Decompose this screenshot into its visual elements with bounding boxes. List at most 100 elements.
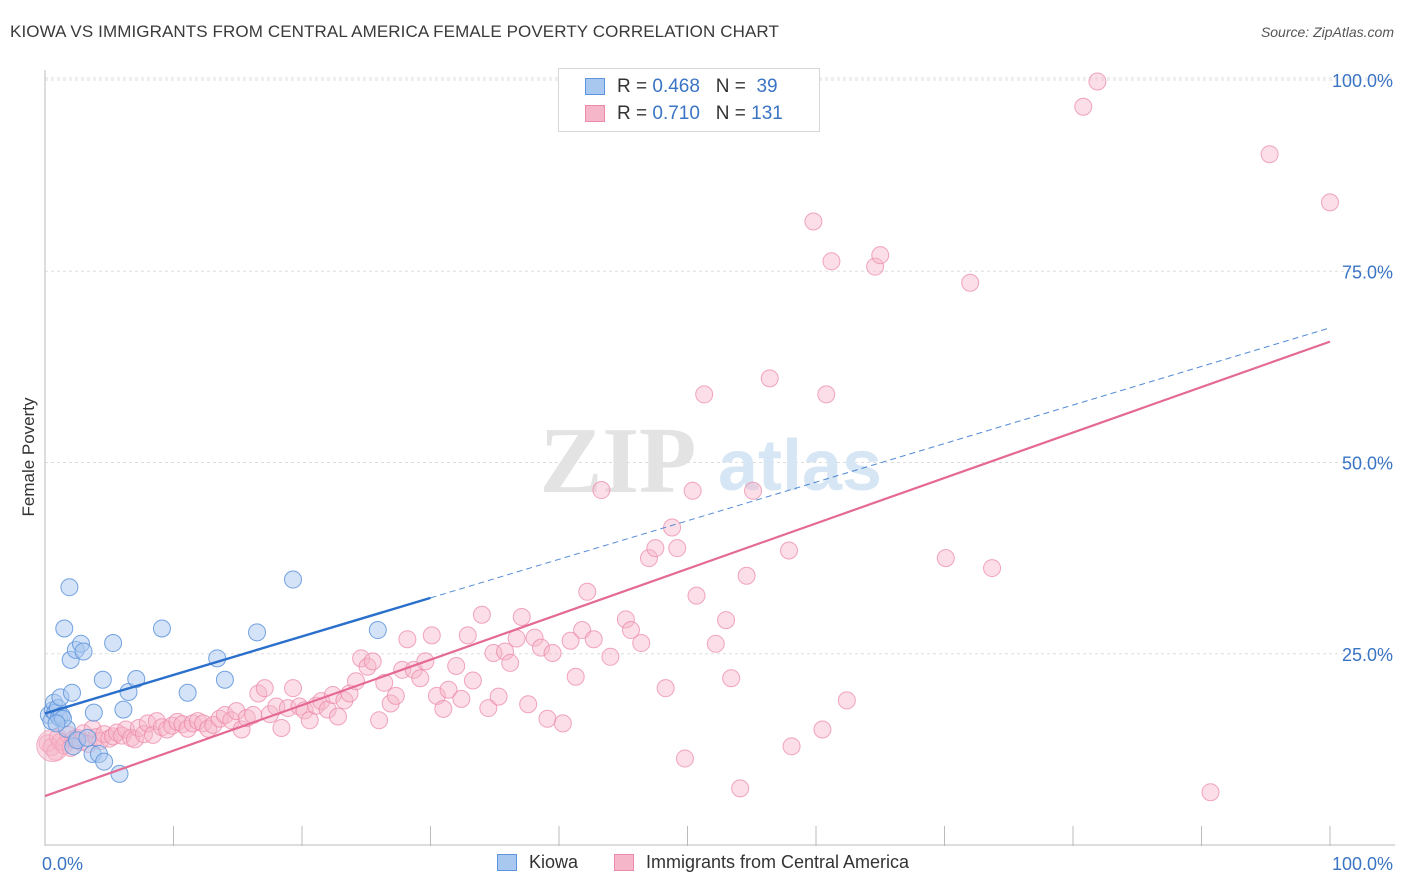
data-point-immigrants [584, 630, 603, 649]
data-point-immigrants [116, 720, 135, 739]
data-point-immigrants [328, 707, 347, 726]
data-point-kiowa [178, 683, 197, 702]
data-point-immigrants [780, 541, 799, 560]
y-tick-label: 50.0% [1342, 454, 1393, 474]
r-label: R = [617, 76, 648, 97]
legend-label-immigrants: Immigrants from Central America [646, 852, 910, 872]
data-point-immigrants [683, 481, 702, 500]
data-point-immigrants [427, 686, 446, 705]
data-point-kiowa [47, 714, 66, 733]
watermark: ZIP atlas [540, 409, 882, 513]
r-value-kiowa: 0.468 [652, 76, 700, 97]
data-point-immigrants [731, 779, 750, 798]
data-point-immigrants [463, 671, 482, 690]
data-point-immigrants [1201, 783, 1220, 802]
stats-row-kiowa: R = 0.468 N = 39 [559, 73, 819, 100]
data-point-immigrants [983, 559, 1002, 578]
data-point-immigrants [447, 656, 466, 675]
n-value-immigrants: 131 [751, 103, 783, 124]
data-point-immigrants [616, 610, 635, 629]
data-point-immigrants [706, 634, 725, 653]
data-point-immigrants [639, 549, 658, 568]
data-point-immigrants [386, 686, 405, 705]
data-point-kiowa [95, 752, 114, 771]
data-point-immigrants [961, 273, 980, 292]
data-point-kiowa [152, 619, 171, 638]
data-point-kiowa [114, 700, 133, 719]
data-point-immigrants [737, 566, 756, 585]
axes-layer: 25.0% 50.0% 75.0% 100.0% 0.0% 100.0% [42, 70, 1395, 874]
data-point-immigrants [227, 702, 246, 721]
data-point-kiowa [55, 619, 74, 638]
data-point-immigrants [143, 725, 162, 744]
watermark-atlas: atlas [718, 426, 882, 506]
data-point-immigrants [592, 481, 611, 500]
data-point-immigrants [722, 669, 741, 688]
data-point-immigrants [284, 679, 303, 698]
data-point-immigrants [760, 369, 779, 388]
n-label: N = [715, 76, 746, 97]
data-point-immigrants [543, 643, 562, 662]
data-point-immigrants [744, 481, 763, 500]
data-point-immigrants [496, 642, 515, 661]
data-point-immigrants [553, 714, 572, 733]
data-point-kiowa [127, 669, 146, 688]
data-point-immigrants [125, 730, 144, 749]
trend-lines [44, 327, 1331, 798]
y-tick-label: 100.0% [1332, 71, 1393, 91]
stats-legend: R = 0.468 N = 39 R = 0.710 N = 131 [558, 68, 820, 132]
data-point-immigrants [1321, 193, 1339, 212]
data-point-kiowa [368, 621, 387, 640]
data-point-immigrants [501, 653, 520, 672]
data-point-immigrants [646, 539, 665, 558]
data-point-immigrants [621, 621, 640, 640]
data-point-kiowa [74, 642, 93, 661]
data-point-immigrants [1088, 72, 1107, 91]
x-tick-label: 100.0% [1332, 854, 1393, 874]
legend-label-kiowa: Kiowa [529, 852, 579, 872]
data-point-kiowa [78, 728, 97, 747]
data-point-immigrants [134, 725, 153, 744]
data-point-immigrants [656, 679, 675, 698]
data-point-immigrants [452, 689, 471, 708]
data-point-immigrants [1074, 97, 1093, 116]
data-point-immigrants [668, 539, 687, 558]
data-point-immigrants [411, 669, 430, 688]
data-point-immigrants [363, 652, 382, 671]
data-point-immigrants [695, 385, 714, 404]
data-point-kiowa [84, 703, 103, 722]
data-point-kiowa [284, 570, 303, 589]
data-point-immigrants [358, 657, 377, 676]
source-credit: Source: ZipAtlas.com [1260, 24, 1394, 40]
data-point-immigrants [512, 608, 531, 627]
x-tick-label: 0.0% [42, 854, 83, 874]
data-point-immigrants [272, 718, 291, 737]
n-value-kiowa: 39 [756, 76, 778, 97]
data-point-immigrants [561, 631, 580, 650]
y-tick-label: 25.0% [1342, 645, 1393, 665]
data-point-immigrants [837, 691, 856, 710]
data-point-immigrants [422, 626, 441, 645]
y-tick-label: 75.0% [1342, 262, 1393, 282]
data-point-immigrants [804, 212, 823, 231]
data-point-immigrants [782, 737, 801, 756]
data-point-immigrants [489, 687, 508, 706]
data-point-immigrants [813, 720, 832, 739]
grid-layer [45, 77, 1395, 655]
data-point-kiowa [104, 634, 123, 653]
data-point-immigrants [318, 700, 337, 719]
data-point-immigrants [817, 385, 836, 404]
data-point-immigrants [578, 582, 597, 601]
data-point-immigrants [632, 634, 651, 653]
stats-row-immigrants: R = 0.710 N = 131 [559, 100, 819, 127]
trend-line-immigrants [44, 340, 1331, 798]
data-point-immigrants [822, 252, 841, 271]
data-point-immigrants [398, 630, 417, 649]
data-point-immigrants [566, 667, 585, 686]
data-point-immigrants [532, 638, 551, 657]
data-point-immigrants [1260, 145, 1279, 164]
data-point-immigrants [936, 549, 955, 568]
r-label: R = [617, 103, 648, 124]
